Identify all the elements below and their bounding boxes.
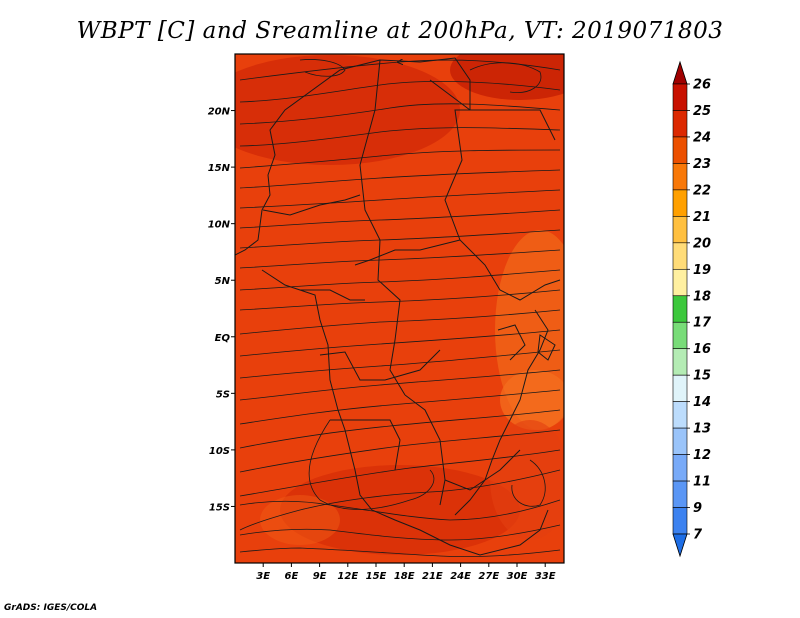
colorbar-label: 19 bbox=[693, 263, 711, 278]
colorbar-segment bbox=[672, 136, 688, 164]
lon-tick-label: 6E bbox=[285, 571, 299, 582]
lon-tick-label: 9E bbox=[313, 571, 327, 582]
colorbar-label: 20 bbox=[693, 236, 711, 251]
latitude-axis: 20N 15N 10N 5N EQ 5S 10S 15S bbox=[208, 107, 235, 513]
colorbar-label: 22 bbox=[693, 183, 711, 198]
colorbar-segment bbox=[672, 163, 688, 191]
colorbar-label: 26 bbox=[693, 78, 711, 93]
shading-lighter-south bbox=[260, 495, 340, 545]
lat-tick-label: 15N bbox=[208, 163, 231, 174]
lon-tick-label: 24E bbox=[450, 571, 471, 582]
lat-tick-label: 5S bbox=[216, 389, 230, 400]
map-frame bbox=[234, 53, 565, 564]
colorbar-label: 23 bbox=[693, 157, 711, 172]
shading-southeast bbox=[490, 420, 564, 540]
map-title: WBPT [C] and Sreamline at 200hPa, VT: 20… bbox=[76, 18, 724, 44]
colorbar-segment bbox=[672, 189, 688, 217]
colorbar-segment bbox=[672, 507, 688, 535]
lat-tick-label: 20N bbox=[208, 107, 231, 118]
colorbar-segment bbox=[672, 242, 688, 270]
colorbar-label: 15 bbox=[693, 369, 711, 384]
colorbar-label: 12 bbox=[693, 448, 711, 463]
colorbar-label: 24 bbox=[693, 130, 711, 145]
lat-tick-label: 10N bbox=[208, 220, 231, 231]
colorbar-top-triangle bbox=[672, 60, 688, 85]
shading-darker-north bbox=[235, 55, 460, 165]
lon-tick-label: 18E bbox=[394, 571, 415, 582]
grads-credit: GrADS: IGES/COLA bbox=[4, 603, 98, 613]
colorbar-segment bbox=[672, 454, 688, 482]
colorbar-label: 9 bbox=[693, 501, 702, 516]
colorbar-segment bbox=[672, 321, 688, 350]
colorbar-segment bbox=[672, 401, 688, 429]
lat-tick-label: 10S bbox=[209, 446, 230, 457]
colorbar-label: 14 bbox=[693, 395, 711, 410]
lat-tick-label: 5N bbox=[215, 276, 231, 287]
colorbar-segment bbox=[672, 268, 688, 297]
streamlines bbox=[239, 59, 561, 558]
lon-tick-label: 30E bbox=[507, 571, 528, 582]
lon-tick-label: 12E bbox=[337, 571, 358, 582]
colorbar-label: 25 bbox=[693, 104, 711, 119]
longitude-axis: 3E 6E 9E 12E 15E 18E 21E 24E 27E 30E 33E bbox=[256, 563, 556, 582]
lon-tick-label: 21E bbox=[422, 571, 443, 582]
map-panel[interactable] bbox=[200, 40, 590, 564]
colorbar-label: 21 bbox=[693, 210, 711, 225]
colorbar-segment bbox=[672, 110, 688, 138]
shading-darker-northeast bbox=[450, 54, 564, 100]
colorbar-label: 7 bbox=[693, 528, 703, 543]
lat-tick-label: 15S bbox=[209, 502, 230, 513]
colorbar-label: 13 bbox=[693, 422, 711, 437]
colorbar-label: 11 bbox=[693, 475, 711, 490]
colorbar-segment bbox=[672, 374, 688, 402]
colorbar-segment bbox=[672, 427, 688, 455]
colorbar-label: 18 bbox=[693, 289, 711, 304]
colorbar-segment bbox=[672, 348, 688, 376]
colorbar-bottom-triangle bbox=[672, 533, 688, 558]
colorbar-segment bbox=[672, 480, 688, 508]
colorbar-label: 17 bbox=[693, 316, 712, 331]
shading-lighter-east2 bbox=[500, 370, 564, 430]
shading-darker-south bbox=[280, 465, 520, 555]
lon-tick-label: 3E bbox=[256, 571, 270, 582]
lat-tick-label: EQ bbox=[215, 333, 231, 344]
lon-tick-label: 15E bbox=[366, 571, 387, 582]
colorbar: 26 25 24 23 22 21 20 19 18 17 16 15 14 13 12 11 9 7 bbox=[672, 60, 712, 558]
lon-tick-label: 33E bbox=[535, 571, 556, 582]
colorbar-label: 16 bbox=[693, 342, 711, 357]
lon-tick-label: 27E bbox=[478, 571, 499, 582]
colorbar-segment bbox=[672, 83, 688, 111]
colorbar-segment bbox=[672, 295, 688, 323]
colorbar-segment bbox=[672, 216, 688, 244]
